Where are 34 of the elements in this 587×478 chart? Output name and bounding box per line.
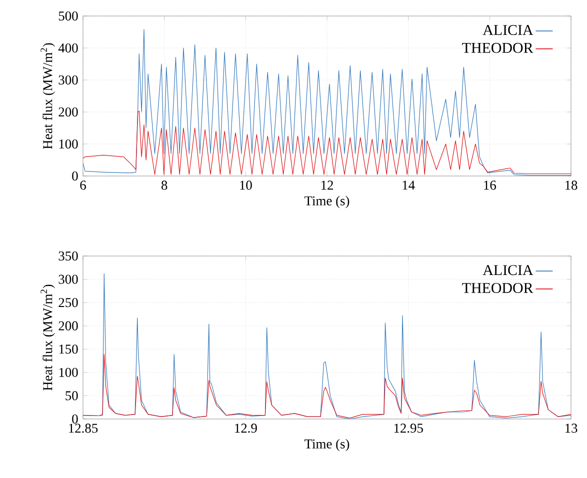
y-tick-label: 0 (72, 414, 78, 424)
y-tick-label: 400 (58, 43, 78, 53)
legend-label: ALICIA (482, 24, 534, 36)
y-tick-label: 100 (59, 139, 78, 149)
x-axis-title: Time (s) (304, 438, 350, 452)
legend-label: ALICIA (482, 265, 534, 276)
x-axis-title: Time (s) (304, 196, 350, 208)
x-tick-label: 12 (321, 180, 333, 190)
y-tick-label: 50 (66, 391, 78, 400)
x-tick-label: 12.85 (69, 424, 98, 433)
y-tick-label: 200 (58, 107, 78, 117)
x-tick-label: 10 (240, 180, 252, 190)
y-tick-label: 350 (58, 251, 78, 261)
y-tick-label: 500 (58, 11, 78, 21)
x-tick-label: 8 (161, 180, 168, 190)
y-tick-label: 150 (59, 344, 78, 354)
y-axis-title: Heat flux (MW/m$^{2}$) (40, 284, 55, 391)
x-tick-label: 14 (402, 180, 415, 190)
y-axis-title: Heat flux (MW/m$^{2}$) (40, 43, 55, 149)
x-tick-label: 13 (565, 424, 578, 433)
y-tick-label: 200 (58, 321, 78, 330)
x-tick-label: 12.95 (394, 424, 423, 433)
y-tick-label: 300 (58, 274, 78, 284)
y-tick-label: 300 (58, 75, 78, 85)
x-tick-label: 16 (484, 180, 496, 190)
x-tick-label: 12.9 (235, 424, 257, 433)
y-tick-label: 250 (58, 298, 78, 308)
y-tick-label: 0 (72, 171, 78, 181)
legend-label: THEODOR (462, 42, 534, 53)
x-tick-label: 18 (565, 180, 578, 190)
y-tick-label: 100 (59, 368, 78, 377)
legend-label: THEODOR (462, 282, 534, 293)
line-series (83, 110, 572, 175)
x-tick-label: 6 (80, 180, 86, 190)
